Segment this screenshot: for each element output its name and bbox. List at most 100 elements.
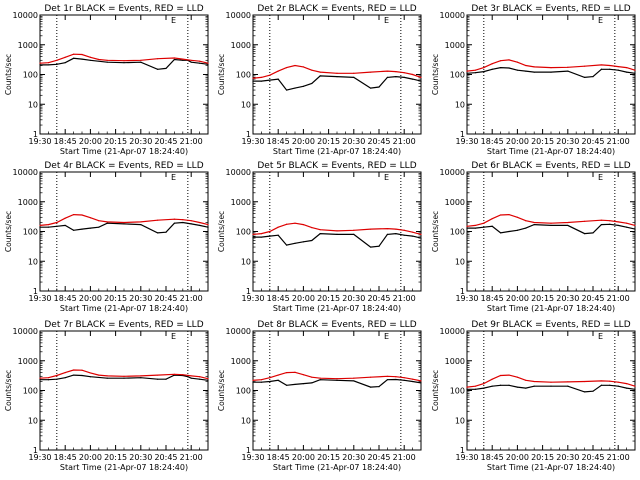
events-point (311, 239, 313, 242)
events-point (353, 233, 355, 235)
events-point (269, 79, 271, 81)
events-series-line (467, 223, 636, 235)
events-point (165, 231, 167, 233)
events-point (252, 381, 254, 383)
events-point (634, 72, 636, 74)
events-point (609, 223, 611, 225)
events-point (277, 78, 279, 80)
events-point (336, 233, 338, 235)
corner-label: E (598, 16, 603, 25)
lld-point (199, 60, 201, 62)
y-tick-label: 1 (246, 130, 251, 139)
events-point (584, 232, 586, 235)
lld-point (386, 228, 388, 230)
events-point (386, 233, 388, 235)
events-point (474, 227, 476, 229)
events-point (123, 62, 125, 64)
lld-point (550, 222, 552, 224)
chart-panel-3: Det 3r BLACK = Events, RED = LLD E 1 10 100 1… (431, 4, 636, 156)
y-tick-label: 1000 (231, 357, 251, 366)
x-tick-label: 20:00 (292, 294, 315, 303)
events-point (207, 379, 209, 381)
lld-point (123, 375, 125, 377)
events-point (395, 232, 397, 235)
x-tick-label: 19:30 (455, 294, 478, 303)
lld-point (516, 61, 519, 63)
x-tick-label: 18:45 (54, 294, 77, 303)
lld-point (584, 65, 586, 67)
y-tick-label: 100 (23, 387, 38, 396)
x-tick-label: 20:15 (104, 453, 127, 462)
events-point (269, 380, 271, 383)
y-tick-label: 1 (33, 130, 38, 139)
lld-point (106, 375, 108, 377)
events-point (626, 226, 628, 228)
lld-point (286, 67, 288, 69)
y-tick-label: 10 (241, 416, 251, 425)
x-tick-label: 18:45 (267, 137, 290, 146)
x-tick-label: 21:00 (607, 137, 630, 146)
events-point (140, 377, 142, 379)
lld-point (173, 57, 175, 59)
events-series-line (467, 384, 636, 393)
x-tick-label: 20:00 (506, 294, 529, 303)
events-point (302, 241, 304, 243)
events-point (190, 223, 192, 225)
lld-point (474, 385, 476, 387)
lld-point (157, 219, 159, 221)
lld-point (412, 231, 414, 233)
events-point (533, 71, 535, 73)
lld-point (617, 65, 619, 68)
events-point (617, 385, 619, 387)
lld-point (336, 378, 338, 380)
lld-point (64, 217, 66, 219)
events-point (412, 235, 414, 237)
events-point (311, 82, 313, 85)
y-tick-label: 10 (28, 257, 38, 266)
events-point (508, 67, 510, 69)
events-point (89, 227, 91, 229)
events-point (395, 378, 397, 381)
events-point (508, 230, 510, 233)
lld-point (516, 216, 519, 218)
events-point (412, 78, 414, 80)
y-tick-label: 10 (241, 257, 251, 266)
lld-point (47, 224, 50, 226)
lld-point (89, 372, 91, 374)
events-point (617, 69, 619, 71)
events-point (140, 61, 142, 63)
x-axis-label: Start Time (21-Apr-07 18:24:40) (487, 147, 615, 156)
y-axis-label: Counts/sec (217, 211, 226, 252)
events-point (500, 232, 502, 234)
lld-point (500, 374, 502, 377)
plot-frame (252, 330, 422, 451)
lld-point (491, 63, 493, 65)
events-point (525, 70, 527, 72)
y-tick-label: 1000 (231, 41, 251, 50)
lld-point (617, 381, 619, 383)
lld-point (500, 214, 502, 216)
events-point (157, 68, 159, 70)
lld-point (567, 66, 569, 68)
x-tick-label: 20:45 (581, 137, 604, 146)
events-point (491, 225, 493, 227)
events-point (56, 225, 58, 227)
lld-point (260, 379, 262, 381)
events-point (81, 374, 83, 377)
chart-title: Det 1r BLACK = Events, RED = LLD (44, 4, 203, 14)
y-axis-label: Counts/sec (431, 370, 440, 411)
y-tick-label: 1000 (231, 198, 251, 207)
x-tick-label: 19:30 (241, 453, 264, 462)
events-point (626, 71, 628, 73)
events-point (73, 57, 75, 59)
x-tick-label: 20:30 (129, 137, 152, 146)
y-tick-label: 1 (246, 446, 251, 455)
lld-point (190, 220, 192, 222)
x-tick-label: 18:45 (54, 453, 77, 462)
y-axis-label: Counts/sec (4, 211, 13, 252)
lld-point (173, 373, 175, 375)
x-tick-label: 18:45 (267, 294, 290, 303)
lld-point (182, 374, 184, 376)
x-axis-label: Start Time (21-Apr-07 18:24:40) (273, 463, 401, 472)
x-tick-label: 21:00 (393, 294, 416, 303)
